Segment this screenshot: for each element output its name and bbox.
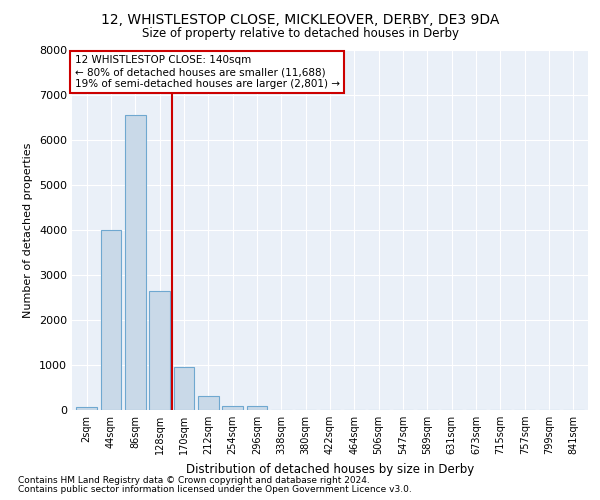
- Text: Contains HM Land Registry data © Crown copyright and database right 2024.: Contains HM Land Registry data © Crown c…: [18, 476, 370, 485]
- Text: 12 WHISTLESTOP CLOSE: 140sqm
← 80% of detached houses are smaller (11,688)
19% o: 12 WHISTLESTOP CLOSE: 140sqm ← 80% of de…: [74, 56, 340, 88]
- Bar: [149, 291, 170, 410]
- Bar: [76, 407, 97, 410]
- Bar: [101, 230, 121, 410]
- Bar: [125, 116, 146, 410]
- Bar: [222, 406, 243, 410]
- Bar: [247, 406, 268, 410]
- Y-axis label: Number of detached properties: Number of detached properties: [23, 142, 34, 318]
- Bar: [173, 367, 194, 410]
- Text: Size of property relative to detached houses in Derby: Size of property relative to detached ho…: [142, 28, 458, 40]
- X-axis label: Distribution of detached houses by size in Derby: Distribution of detached houses by size …: [186, 462, 474, 475]
- Text: 12, WHISTLESTOP CLOSE, MICKLEOVER, DERBY, DE3 9DA: 12, WHISTLESTOP CLOSE, MICKLEOVER, DERBY…: [101, 12, 499, 26]
- Text: Contains public sector information licensed under the Open Government Licence v3: Contains public sector information licen…: [18, 485, 412, 494]
- Bar: [198, 396, 218, 410]
